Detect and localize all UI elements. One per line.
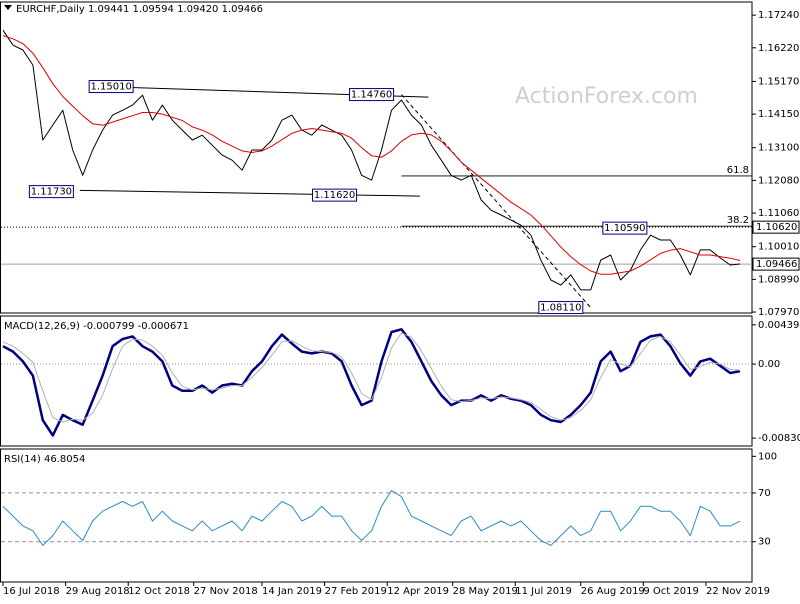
x-tick-label: 29 Aug 2018	[66, 586, 130, 597]
y-tick-label: 1.13100	[758, 143, 799, 154]
x-tick-label: 26 Aug 2019	[581, 586, 645, 597]
series-line	[2, 35, 741, 275]
level-label: 1.10620	[756, 222, 797, 233]
y-tick-label: 70	[758, 488, 771, 499]
annotation-label: 1.15010	[90, 82, 131, 93]
annotation-box	[88, 80, 134, 94]
y-tick-label: 0.004398	[758, 320, 800, 331]
annotation-box	[602, 221, 648, 235]
pane-title: RSI(14) 46.8054	[4, 454, 85, 465]
fib-label: 61.8	[727, 165, 749, 176]
y-tick-label: 1.10010	[758, 242, 799, 253]
annotation-box	[349, 88, 395, 102]
y-tick-label: -0.008306	[758, 433, 800, 444]
annotation-box	[28, 185, 74, 199]
x-tick-label: 11 Jul 2019	[515, 586, 572, 597]
x-tick-label: 28 May 2019	[453, 586, 518, 597]
x-tick-label: 12 Apr 2019	[387, 586, 449, 597]
annotation-label: 1.14760	[351, 90, 392, 101]
series-line	[2, 328, 741, 437]
x-tick-label: 9 Oct 2019	[643, 586, 698, 597]
y-tick-label: 1.07970	[758, 307, 799, 318]
y-tick-label: 0.00	[758, 359, 780, 370]
x-tick-label: 12 Oct 2018	[128, 586, 190, 597]
annotation-label: 1.11620	[314, 190, 355, 201]
trendline	[79, 189, 420, 197]
annotation-box	[312, 188, 358, 202]
level-label: 1.09466	[756, 259, 797, 270]
series-line	[2, 490, 741, 546]
chart-title: EURCHF,Daily 1.09441 1.09594 1.09420 1.0…	[16, 4, 263, 15]
annotation-label: 1.08110	[540, 303, 581, 314]
pane-title: MACD(12,26,9) -0.000799 -0.000671	[4, 321, 189, 332]
y-tick-label: 1.11060	[758, 208, 799, 219]
x-tick-label: 27 Feb 2019	[325, 586, 387, 597]
y-tick-label: 100	[758, 451, 777, 462]
fib-trend	[401, 94, 592, 308]
pane-frame	[0, 448, 753, 583]
menu-arrow	[4, 5, 12, 10]
y-tick-label: 1.16220	[758, 43, 799, 54]
fib-label: 38.2	[727, 215, 749, 226]
y-tick-label: 1.08990	[758, 274, 799, 285]
y-tick-label: 1.14150	[758, 109, 799, 120]
level-label-box	[752, 220, 800, 234]
x-tick-label: 22 Nov 2019	[706, 586, 770, 597]
x-tick-label: 16 Jul 2018	[3, 586, 60, 597]
y-tick-label: 1.17240	[758, 10, 799, 21]
series-line	[2, 332, 741, 423]
y-tick-label: 1.15170	[758, 76, 799, 87]
pane-frame	[0, 315, 753, 447]
annotation-box	[538, 301, 584, 315]
watermark: ActionForex.com	[515, 84, 698, 109]
y-tick-label: 30	[758, 537, 771, 548]
level-label-box	[752, 257, 800, 271]
x-tick-label: 27 Nov 2018	[194, 586, 258, 597]
annotation-label: 1.10590	[604, 223, 645, 234]
x-tick-label: 14 Jan 2019	[262, 586, 322, 597]
annotation-label: 1.11730	[31, 187, 72, 198]
series-line	[2, 29, 741, 291]
pane-frame	[0, 1, 753, 314]
y-tick-label: 1.12080	[758, 175, 799, 186]
